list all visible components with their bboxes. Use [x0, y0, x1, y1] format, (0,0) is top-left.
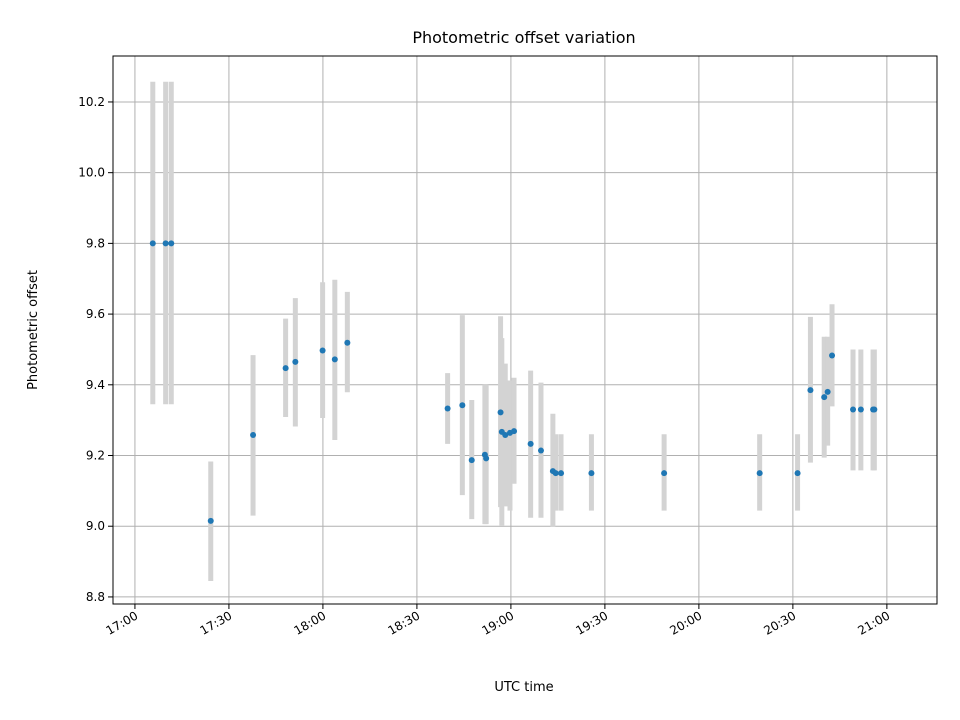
y-tick-label: 8.8: [86, 590, 105, 604]
chart-title: Photometric offset variation: [412, 28, 635, 47]
data-point: [149, 240, 156, 247]
data-point: [661, 470, 668, 477]
data-point: [168, 240, 175, 247]
data-point: [511, 428, 518, 435]
data-point: [282, 365, 289, 372]
data-point: [344, 339, 351, 346]
data-point: [207, 517, 214, 524]
data-point: [250, 432, 257, 439]
data-point: [794, 470, 801, 477]
data-point: [502, 432, 509, 439]
data-point: [588, 470, 595, 477]
data-point: [807, 387, 814, 394]
data-point: [850, 406, 857, 413]
y-axis-ticks: 8.8 9.0 9.2 9.4 9.6 9.8 10.0 10.2: [78, 95, 113, 604]
data-point: [552, 470, 559, 477]
data-point: [162, 240, 169, 247]
y-axis-label: Photometric offset: [26, 270, 41, 390]
data-point: [459, 402, 466, 409]
data-point: [756, 470, 763, 477]
x-axis-label: UTC time: [494, 680, 553, 695]
data-point: [527, 440, 534, 447]
data-point: [497, 409, 504, 416]
data-point: [824, 388, 831, 395]
data-point: [292, 358, 299, 365]
y-tick-label: 9.6: [86, 307, 105, 321]
plot-frame: [112, 55, 938, 605]
data-point: [331, 356, 338, 363]
data-point: [821, 394, 828, 401]
data-point: [829, 352, 836, 359]
y-tick-label: 9.0: [86, 519, 105, 533]
data-point: [558, 470, 565, 477]
data-point: [857, 406, 864, 413]
data-point: [483, 455, 490, 462]
data-point: [871, 406, 878, 413]
y-tick-label: 9.2: [86, 449, 105, 463]
data-point: [468, 457, 475, 464]
y-tick-label: 10.0: [78, 166, 105, 180]
data-points: [149, 240, 878, 524]
y-tick-label: 10.2: [78, 95, 105, 109]
grid-lines: [113, 56, 937, 604]
y-tick-label: 9.4: [86, 378, 105, 392]
data-point: [444, 405, 451, 412]
data-point: [319, 347, 326, 354]
data-point: [537, 447, 544, 454]
y-tick-label: 9.8: [86, 236, 105, 250]
